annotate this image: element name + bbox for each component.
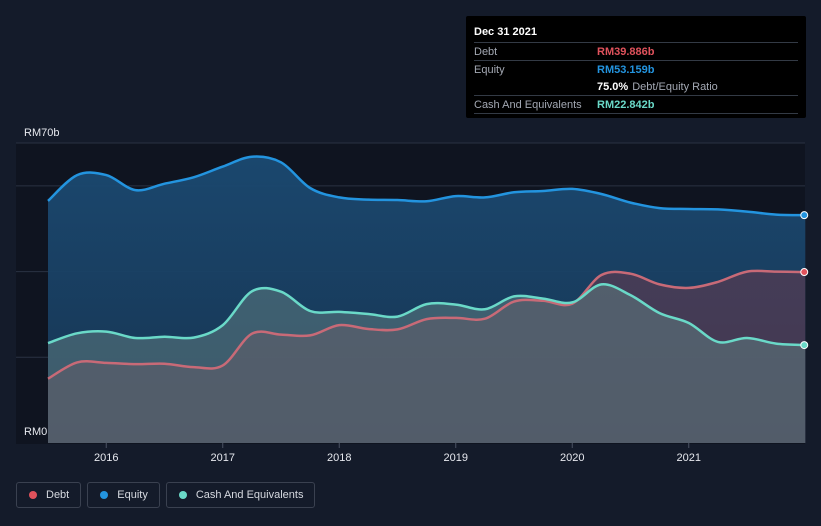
x-tick-label: 2017	[211, 452, 235, 464]
legend-item-debt[interactable]: Debt	[16, 482, 82, 508]
tooltip-equity-value: RM53.159b	[597, 63, 655, 76]
tooltip-debt-label: Debt	[474, 45, 498, 58]
cash-dot-icon	[178, 491, 187, 499]
end-marker-cash-and-equivalents	[800, 341, 809, 350]
series-areas	[48, 156, 806, 443]
tooltip-debt-value: RM39.886b	[597, 45, 655, 58]
tooltip-cash-value: RM22.842b	[597, 98, 655, 111]
series-lines	[47, 155, 806, 380]
y-axis-top-label: RM70b	[24, 127, 59, 139]
x-tick-label: 2016	[94, 452, 118, 464]
legend-label-cash: Cash And Equivalents	[195, 489, 304, 501]
x-tick-label: 2021	[677, 452, 701, 464]
line-equity	[47, 155, 806, 217]
tooltip-date: Dec 31 2021	[474, 24, 798, 43]
end-markers	[800, 211, 809, 350]
x-tick-label: 2018	[327, 452, 351, 464]
x-tick-label: 2020	[560, 452, 584, 464]
x-tick-label: 2019	[444, 452, 468, 464]
area-cash-and-equivalents	[48, 284, 806, 443]
legend-label-debt: Debt	[46, 489, 70, 501]
y-axis-bottom-label: RM0	[24, 426, 47, 438]
tooltip-row-equity: Equity RM53.159b	[474, 61, 798, 78]
end-marker-debt	[800, 268, 809, 277]
legend-item-equity[interactable]: Equity	[87, 482, 160, 508]
debt-dot-icon	[29, 491, 37, 499]
tooltip-equity-label: Equity	[474, 63, 505, 76]
tooltip-cash-label: Cash And Equivalents	[474, 98, 582, 111]
line-cash-and-equivalents	[47, 283, 806, 347]
tooltip-row-cash: Cash And Equivalents RM22.842b	[474, 96, 798, 114]
tooltip-row-debt: Debt RM39.886b	[474, 43, 798, 61]
tooltip-ratio-value: 75.0%	[597, 80, 629, 93]
tooltip-row-ratio: 75.0% Debt/Equity Ratio	[474, 78, 798, 96]
legend-item-cash[interactable]: Cash And Equivalents	[165, 482, 316, 508]
tooltip-ratio-label: Debt/Equity Ratio	[632, 80, 718, 93]
tooltip-panel: Dec 31 2021 Debt RM39.886b Equity RM53.1…	[466, 16, 806, 118]
equity-dot-icon	[100, 491, 109, 499]
legend-label-equity: Equity	[117, 489, 148, 501]
line-debt	[47, 269, 806, 380]
end-marker-equity	[800, 211, 809, 220]
legend: Debt Equity Cash And Equivalents	[16, 482, 316, 508]
x-ticks: 2016 2017 2018 2019 2020 2021	[94, 443, 701, 464]
